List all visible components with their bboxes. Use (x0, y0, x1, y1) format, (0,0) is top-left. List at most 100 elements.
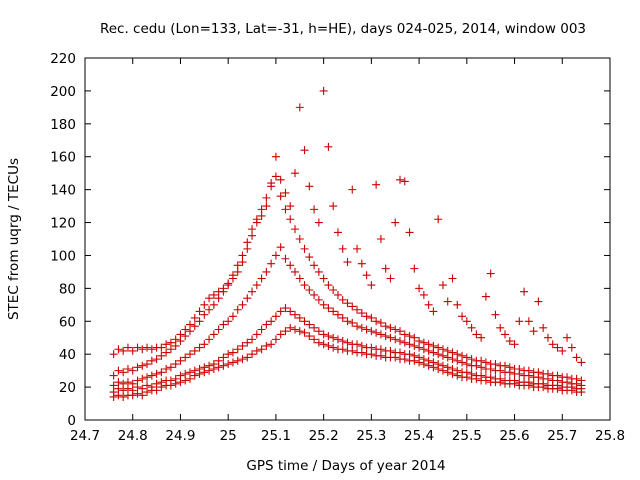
y-tick-label: 200 (50, 84, 76, 100)
data-point (281, 254, 290, 263)
data-point (252, 330, 261, 339)
data-point (324, 304, 333, 313)
data-point (419, 355, 428, 364)
data-point (195, 307, 204, 316)
data-point (467, 355, 476, 364)
data-point (162, 348, 171, 357)
data-point (300, 244, 309, 253)
data-point (286, 202, 295, 211)
data-point (443, 297, 452, 306)
data-point (300, 317, 309, 326)
data-point (143, 381, 152, 390)
data-point (276, 330, 285, 339)
data-point (329, 202, 338, 211)
data-point (410, 341, 419, 350)
data-point (276, 175, 285, 184)
data-point (310, 335, 319, 344)
data-point (147, 345, 156, 354)
data-point (467, 323, 476, 332)
data-point (386, 323, 395, 332)
data-point (271, 312, 280, 321)
x-tick-label: 25 (220, 428, 237, 444)
x-tick-label: 25.3 (356, 428, 386, 444)
data-point (257, 345, 266, 354)
data-point (228, 274, 237, 283)
data-point (257, 325, 266, 334)
chart-title: Rec. cedu (Lon=133, Lat=-31, h=HE), days… (100, 21, 586, 37)
data-point (391, 325, 400, 334)
data-point (353, 244, 362, 253)
data-point (214, 356, 223, 365)
data-point (128, 346, 137, 355)
data-point (405, 332, 414, 341)
data-point (319, 340, 328, 349)
data-point (305, 286, 314, 295)
data-point (305, 253, 314, 262)
data-point (338, 244, 347, 253)
x-tick-label: 25.4 (404, 428, 434, 444)
data-point (166, 376, 175, 385)
data-point (171, 335, 180, 344)
x-tick-label: 25.8 (595, 428, 625, 444)
data-point (405, 350, 414, 359)
data-point (248, 335, 257, 344)
data-point (252, 281, 261, 290)
data-point (563, 333, 572, 342)
y-axis-label: STEC from uqrg / TECUs (6, 158, 22, 320)
data-point (462, 368, 471, 377)
data-point (529, 327, 538, 336)
x-tick-label: 25.7 (547, 428, 577, 444)
data-point (458, 312, 467, 321)
data-point (357, 259, 366, 268)
data-point (572, 353, 581, 362)
data-point (109, 381, 118, 390)
data-point (238, 355, 247, 364)
data-point (343, 338, 352, 347)
data-point (567, 343, 576, 352)
data-point (281, 188, 290, 197)
data-point (400, 177, 409, 186)
data-point (171, 374, 180, 383)
data-point (157, 351, 166, 360)
x-tick-label: 25.2 (309, 428, 339, 444)
data-point (453, 366, 462, 375)
data-point (367, 313, 376, 322)
data-point (267, 179, 276, 188)
data-point (424, 300, 433, 309)
data-point (300, 146, 309, 155)
y-tick-label: 40 (59, 347, 76, 363)
x-tick-label: 24.7 (70, 428, 100, 444)
y-tick-label: 60 (59, 314, 76, 330)
data-point (209, 330, 218, 339)
data-point (295, 274, 304, 283)
data-point (233, 267, 242, 276)
data-point (524, 317, 533, 326)
data-points (109, 86, 586, 401)
data-point (200, 340, 209, 349)
data-point (310, 290, 319, 299)
data-point (319, 274, 328, 283)
data-point (276, 307, 285, 316)
data-point (114, 345, 123, 354)
data-point (286, 261, 295, 270)
data-point (123, 343, 132, 352)
data-point (190, 322, 199, 331)
data-point (477, 371, 486, 380)
data-point (310, 205, 319, 214)
data-point (157, 368, 166, 377)
data-point (372, 180, 381, 189)
data-point (262, 267, 271, 276)
data-point (362, 325, 371, 334)
data-point (329, 343, 338, 352)
data-point (295, 327, 304, 336)
data-point (143, 343, 152, 352)
data-point (257, 211, 266, 220)
data-point (295, 235, 304, 243)
data-point (291, 169, 299, 178)
data-point (448, 348, 457, 357)
data-point (238, 300, 247, 309)
data-point (205, 361, 214, 370)
data-point (415, 284, 424, 293)
data-point (195, 343, 204, 352)
data-point (438, 281, 447, 290)
